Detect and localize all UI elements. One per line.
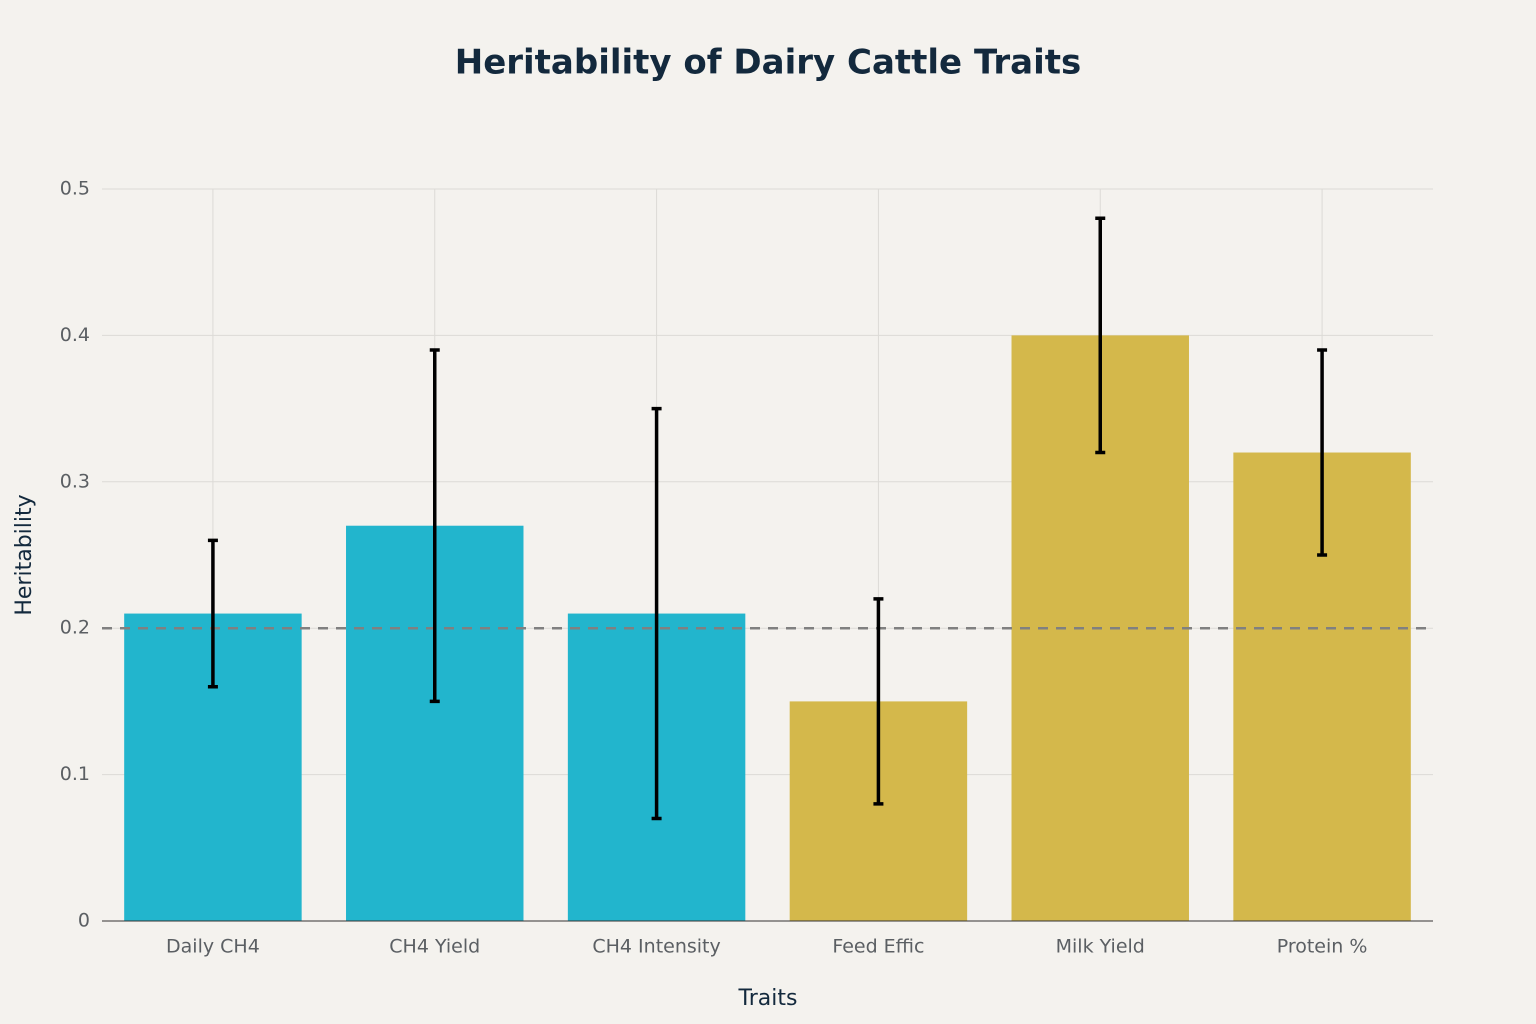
y-tick-label: 0.2 xyxy=(60,617,90,639)
x-tick-label: Protein % xyxy=(1277,936,1368,958)
y-axis-title: Heritability xyxy=(12,494,37,615)
x-axis-title: Traits xyxy=(738,986,798,1011)
x-tick-label: CH4 Yield xyxy=(389,936,480,958)
y-tick-label: 0.3 xyxy=(60,470,90,492)
x-tick-label: Feed Effic xyxy=(832,936,924,958)
y-tick-label: 0.1 xyxy=(60,763,90,785)
x-tick-label: CH4 Intensity xyxy=(592,936,720,958)
chart-title: Heritability of Dairy Cattle Traits xyxy=(455,43,1082,83)
error-bar xyxy=(1317,348,1328,557)
error-bar xyxy=(207,538,218,689)
y-tick-label: 0.4 xyxy=(60,324,90,346)
x-tick-label: Milk Yield xyxy=(1056,936,1145,958)
error-bar xyxy=(651,406,662,821)
y-tick-label: 0 xyxy=(78,910,90,932)
error-bar xyxy=(873,597,884,806)
x-tick-label: Daily CH4 xyxy=(166,936,260,958)
error-bar xyxy=(1095,216,1106,455)
error-bar xyxy=(429,348,440,704)
y-tick-label: 0.5 xyxy=(60,178,90,200)
